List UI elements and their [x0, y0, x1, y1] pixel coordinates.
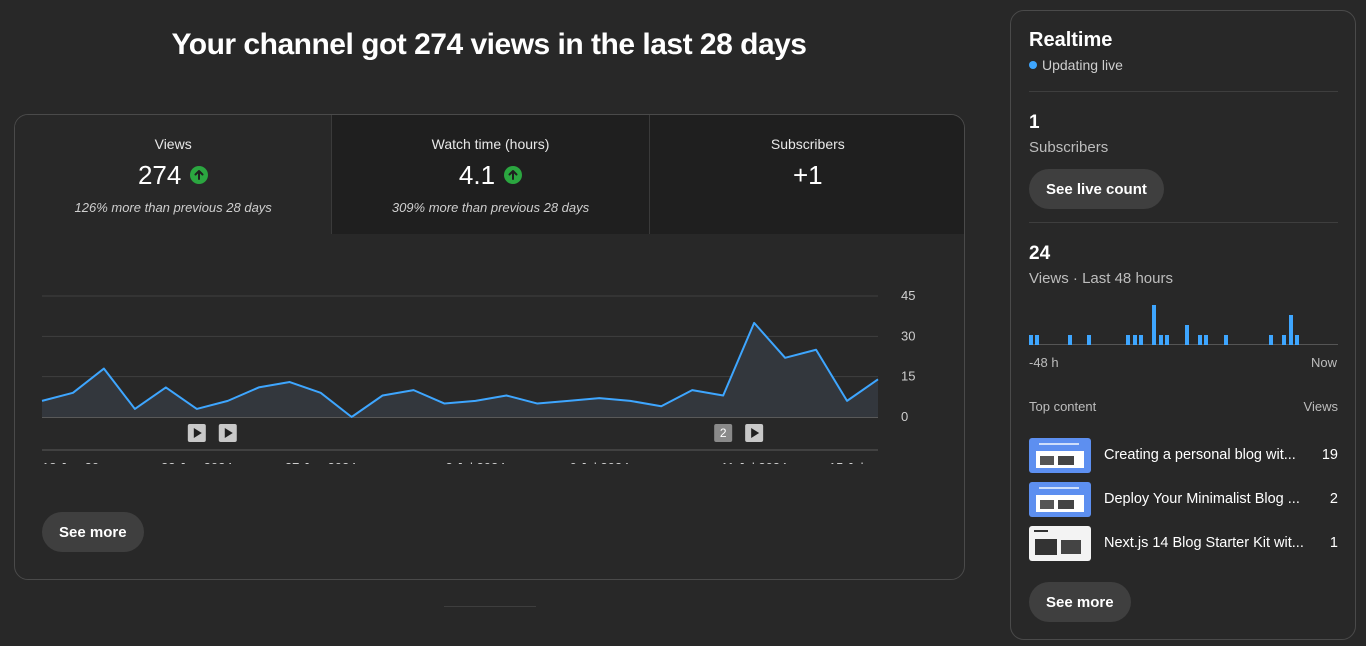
tab-views-value: 274 [137, 159, 182, 190]
top-content-item[interactable]: Deploy Your Minimalist Blog ... 2 [1029, 481, 1338, 517]
video-thumbnail [1029, 481, 1091, 517]
arrow-up-icon [190, 166, 209, 184]
divider [444, 606, 536, 607]
y-tick-label: 30 [901, 328, 915, 343]
realtime-subscribers-label: Subscribers [1029, 139, 1109, 156]
x-tick-label: 11 Jul 2024 [721, 460, 787, 464]
realtime-bar [1223, 335, 1228, 345]
arrow-up-icon [504, 166, 523, 184]
realtime-bar [1126, 335, 1131, 345]
live-status: Updating live [1029, 57, 1123, 73]
tab-views-label: Views [154, 136, 192, 152]
views-column-label: Views [1303, 399, 1338, 414]
realtime-views-label: Views · Last 48 hours [1029, 270, 1173, 287]
x-tick-label: 2 Jul 2024 [445, 460, 505, 464]
overview-card: Views 274 126% more than previous 28 day… [14, 114, 965, 580]
y-tick-label: 45 [901, 288, 915, 303]
realtime-bar [1204, 335, 1209, 345]
y-tick-label: 0 [901, 409, 908, 424]
top-content-item[interactable]: Next.js 14 Blog Starter Kit wit... 1 [1029, 525, 1338, 561]
play-icon [224, 428, 233, 438]
views-chart-svg: 45 30 15 0 2 18 Jun 20... 23 Jun 2024 27 Jun 20… [41, 288, 915, 464]
video-title: Next.js 14 Blog Starter Kit wit... [1104, 535, 1304, 551]
page-headline: Your channel got 274 views in the last 2… [171, 28, 807, 61]
views-line [41, 321, 879, 418]
realtime-bar [1087, 335, 1092, 345]
tab-views[interactable]: Views 274 126% more than previous 28 day… [15, 115, 333, 234]
realtime-bar [1029, 335, 1033, 345]
realtime-bar [1269, 335, 1274, 345]
tab-watch-time[interactable]: Watch time (hours) 4.1 309% more than pr… [332, 115, 650, 234]
metric-tabs: Views 274 126% more than previous 28 day… [15, 115, 964, 234]
see-more-button[interactable]: See more [42, 512, 144, 552]
x-tick-label: 27 Jun 2024 [285, 460, 357, 464]
tab-views-comparison: 126% more than previous 28 days [74, 200, 272, 215]
see-more-button[interactable]: See more [1029, 582, 1131, 622]
video-views: 19 [1321, 447, 1338, 463]
top-content-header: Top content Views [1029, 399, 1338, 414]
realtime-bar [1152, 305, 1157, 345]
video-views: 1 [1329, 535, 1338, 551]
realtime-bar [1288, 315, 1293, 345]
play-icon [193, 428, 202, 438]
realtime-subscribers-value: 1 [1029, 112, 1040, 133]
tab-subscribers-value: +1 [792, 159, 823, 190]
realtime-bar [1067, 335, 1072, 345]
realtime-bar [1035, 335, 1040, 345]
bar-chart-baseline [1029, 344, 1338, 345]
realtime-bar [1139, 335, 1144, 345]
upload-count-badge [714, 424, 733, 442]
realtime-bar [1197, 335, 1202, 345]
x-tick-label: 6 Jul 2024 [569, 460, 629, 464]
video-thumbnail [1029, 437, 1091, 473]
live-status-label: Updating live [1042, 57, 1123, 73]
realtime-title: Realtime [1029, 29, 1113, 51]
tab-subscribers[interactable]: Subscribers +1 [649, 115, 964, 234]
tab-watch-time-label: Watch time (hours) [431, 136, 550, 152]
upload-count-label: 2 [720, 426, 727, 440]
realtime-bar [1132, 335, 1137, 345]
realtime-bar [1165, 335, 1170, 345]
realtime-bar [1158, 335, 1163, 345]
tab-watch-time-value: 4.1 [458, 159, 496, 190]
views-area-fill [42, 322, 878, 417]
video-thumbnail [1029, 525, 1091, 561]
play-icon [751, 428, 760, 438]
realtime-views-value: 24 [1029, 243, 1051, 264]
realtime-card: Realtime Updating live 1 Subscribers See… [1010, 10, 1356, 640]
realtime-views-bar-chart [1029, 303, 1338, 345]
video-views: 2 [1329, 491, 1338, 507]
video-title: Creating a personal blog wit... [1104, 447, 1296, 463]
x-tick-label: 18 Jun 20... [42, 460, 110, 464]
video-title: Deploy Your Minimalist Blog ... [1104, 491, 1300, 507]
bar-axis-start-label: -48 h [1029, 355, 1059, 370]
realtime-bar [1282, 335, 1287, 345]
divider [1029, 91, 1338, 92]
see-live-count-button[interactable]: See live count [1029, 169, 1164, 209]
views-chart: 45 30 15 0 2 18 Jun 20... 23 Jun 2024 27 Jun 20… [15, 234, 964, 464]
tab-watch-time-comparison: 309% more than previous 28 days [391, 200, 590, 215]
top-content-label: Top content [1029, 399, 1097, 414]
tab-subscribers-label: Subscribers [770, 136, 845, 152]
y-tick-label: 15 [901, 369, 915, 384]
bar-axis-end-label: Now [1310, 355, 1337, 370]
live-dot-icon [1029, 61, 1037, 69]
top-content-item[interactable]: Creating a personal blog wit... 19 [1029, 437, 1338, 473]
realtime-bar [1184, 325, 1189, 345]
divider [1029, 222, 1338, 223]
realtime-bar [1295, 335, 1300, 345]
x-tick-label: 15 Jul ... [829, 460, 878, 464]
x-tick-label: 23 Jun 2024 [161, 460, 233, 464]
